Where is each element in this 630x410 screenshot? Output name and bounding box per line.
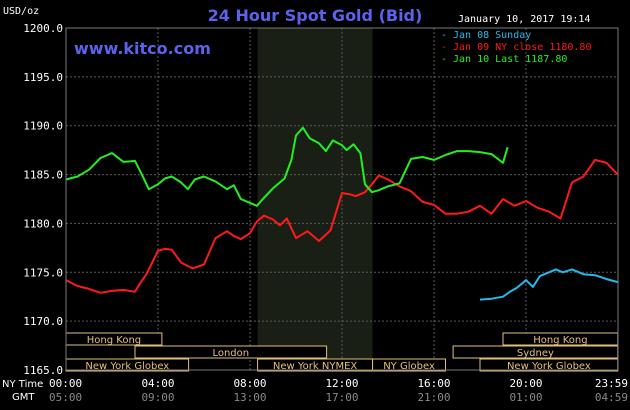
y-tick-label: 1185.0 — [23, 169, 63, 182]
session-box — [134, 345, 328, 359]
session-box — [372, 358, 446, 372]
x-tick-label-ny: 08:00 — [233, 377, 266, 390]
y-tick-label: 1190.0 — [23, 120, 63, 133]
x-tick-label-ny: 04:00 — [141, 377, 174, 390]
series-lines — [65, 126, 619, 301]
session-label: New York Globex — [507, 361, 591, 372]
y-tick-label: 1165.0 — [23, 364, 63, 377]
y-axis-ticks: 1165.0 1170.0 1175.0 1180.0 1185.0 1190.0 1195… — [23, 22, 63, 377]
session-label: New York NYMEX — [273, 361, 358, 372]
y-tick-label: 1175.0 — [23, 266, 63, 279]
session-label: London — [212, 348, 249, 359]
market-sessions: Hong Kong Hong Kong London Sydney New York G… — [65, 332, 619, 372]
y-tick-label: 1200.0 — [23, 22, 63, 35]
x-tick-label-gmt: 09:00 — [141, 391, 174, 404]
x-tick-label-gmt: 21:00 — [417, 391, 450, 404]
session-label: New York Globex — [85, 361, 169, 372]
session-label: NY Globex — [383, 361, 435, 372]
legend-marker-jan09: - — [441, 42, 447, 53]
timestamp: January 10, 2017 19:14 — [458, 14, 590, 25]
x-row-label-ny: NY Time — [2, 379, 43, 390]
x-tick-label-ny: 12:00 — [325, 377, 358, 390]
y-tick-label: 1195.0 — [23, 71, 63, 84]
session-label: Sydney — [517, 348, 554, 359]
session-label: Hong Kong — [533, 335, 587, 346]
y-unit-label: USD/oz — [3, 6, 39, 17]
legend-marker-jan10: - — [441, 54, 447, 65]
y-tick-label: 1180.0 — [23, 217, 63, 230]
x-row-label-gmt: GMT — [12, 392, 35, 403]
x-tick-label-ny: 20:00 — [509, 377, 542, 390]
legend-entry-jan08: Jan 08 Sunday — [453, 30, 531, 41]
x-tick-label-gmt: 05:00 — [49, 391, 82, 404]
legend-marker-jan08: - — [441, 30, 447, 41]
x-tick-label-gmt: 01:00 — [509, 391, 542, 404]
x-tick-label-ny: 23:59 — [595, 377, 628, 390]
session-label: Hong Kong — [87, 335, 141, 346]
y-tick-label: 1170.0 — [23, 315, 63, 328]
x-tick-label-ny: 00:00 — [49, 377, 82, 390]
plot-border — [65, 27, 619, 371]
legend-entry-jan09: Jan 09 NY close 1180.80 — [453, 42, 591, 53]
chart-title: 24 Hour Spot Gold (Bid) — [208, 6, 423, 25]
legend: - Jan 08 Sunday - Jan 09 NY close 1180.8… — [441, 30, 591, 65]
x-tick-label-gmt: 17:00 — [325, 391, 358, 404]
series-line-2 — [65, 126, 509, 207]
x-tick-label-gmt: 04:59 — [595, 391, 628, 404]
legend-entry-jan10: Jan 10 Last 1187.80 — [453, 54, 567, 65]
x-tick-label-ny: 16:00 — [417, 377, 450, 390]
website-watermark: www.kitco.com — [74, 39, 211, 58]
x-tick-label-gmt: 13:00 — [233, 391, 266, 404]
series-line-1 — [65, 158, 619, 294]
nymex-session-shade — [257, 28, 373, 370]
series-line-0 — [479, 268, 619, 301]
